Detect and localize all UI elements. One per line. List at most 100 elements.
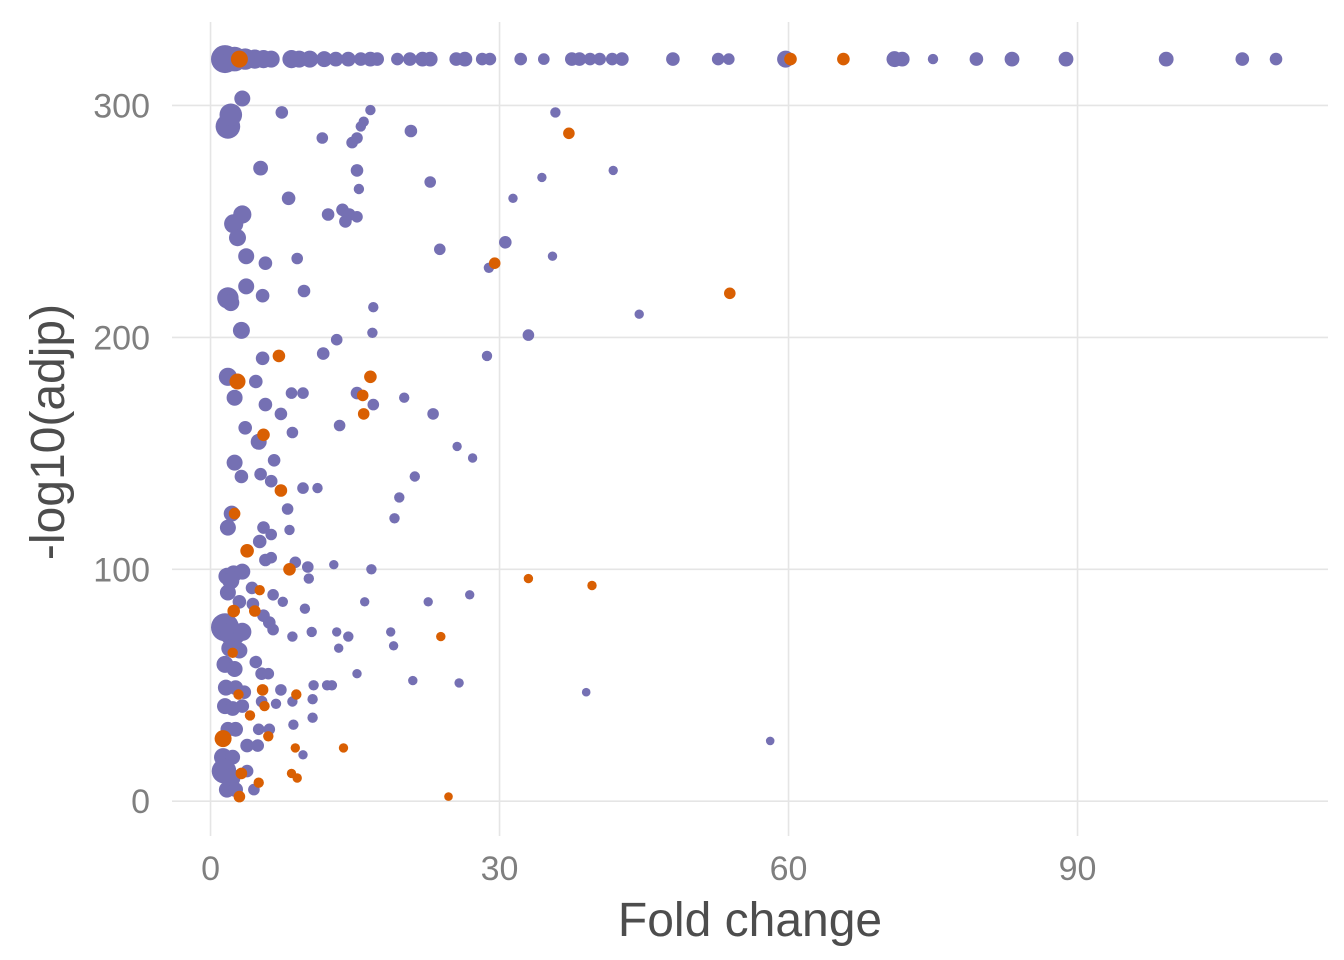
x-tick-label: 90: [1059, 850, 1097, 888]
point-group-a: [222, 294, 240, 312]
point-group-a: [332, 627, 342, 637]
grid-lines: [172, 22, 1328, 836]
point-group-a: [1158, 51, 1174, 67]
point-group-a: [234, 90, 251, 107]
point-group-a: [316, 132, 329, 144]
point-group-b: [240, 544, 254, 558]
point-group-b: [227, 647, 238, 658]
point-group-a: [424, 176, 437, 188]
point-group-a: [267, 454, 281, 467]
point-group-a: [302, 561, 314, 573]
point-group-a: [350, 164, 364, 177]
point-group-a: [351, 211, 363, 223]
point-group-a: [608, 165, 618, 176]
point-group-a: [297, 387, 309, 399]
point-group-b: [837, 52, 850, 66]
point-group-a: [351, 132, 363, 144]
point-group-a: [894, 51, 910, 67]
point-group-a: [267, 623, 279, 636]
point-group-b: [587, 580, 597, 591]
point-group-a: [219, 519, 236, 536]
point-group-a: [333, 419, 346, 432]
data-points: [211, 45, 1283, 803]
point-group-a: [252, 723, 265, 736]
point-group-a: [508, 193, 518, 203]
point-group-a: [226, 454, 243, 471]
point-group-a: [275, 684, 287, 696]
point-group-a: [352, 669, 362, 679]
point-group-a: [389, 513, 400, 524]
point-group-a: [605, 52, 619, 66]
y-tick-label: 100: [93, 551, 150, 589]
point-group-a: [522, 329, 535, 341]
point-group-a: [249, 374, 263, 389]
point-group-a: [265, 551, 278, 564]
point-group-a: [572, 52, 587, 66]
point-group-b: [274, 484, 288, 497]
point-group-b: [283, 563, 296, 576]
point-group-a: [368, 302, 379, 313]
point-group-a: [547, 251, 558, 261]
point-group-a: [219, 584, 236, 601]
point-group-a: [288, 719, 299, 730]
point-group-a: [634, 309, 644, 319]
point-group-a: [550, 107, 561, 118]
point-group-a: [312, 482, 323, 494]
point-group-a: [537, 172, 547, 183]
point-group-a: [233, 205, 252, 224]
point-group-a: [339, 215, 352, 228]
point-group-a: [251, 739, 264, 752]
point-group-b: [444, 792, 453, 801]
point-group-a: [399, 392, 410, 403]
point-group-a: [422, 51, 438, 67]
point-group-b: [724, 287, 736, 300]
point-group-a: [281, 503, 294, 515]
point-group-a: [303, 573, 314, 584]
point-group-b: [364, 370, 377, 384]
point-group-a: [262, 50, 280, 68]
point-group-a: [334, 643, 344, 653]
point-group-a: [666, 52, 680, 66]
point-group-a: [284, 524, 295, 536]
point-group-a: [388, 641, 399, 651]
point-group-b: [257, 428, 270, 442]
point-group-a: [366, 564, 377, 575]
point-group-a: [234, 563, 251, 580]
point-group-a: [483, 52, 497, 66]
point-group-a: [291, 252, 304, 265]
point-group-b: [563, 127, 575, 140]
point-group-b: [784, 52, 797, 66]
point-group-a: [240, 738, 254, 753]
point-group-a: [353, 183, 365, 195]
point-group-b: [356, 389, 369, 402]
point-group-a: [307, 694, 318, 705]
point-group-a: [969, 52, 984, 66]
point-group-a: [427, 408, 439, 420]
point-group-b: [272, 349, 286, 363]
point-group-b: [436, 631, 446, 642]
point-group-a: [297, 284, 311, 298]
point-group-a: [365, 104, 376, 116]
point-group-a: [593, 52, 606, 66]
point-group-a: [281, 191, 296, 206]
point-group-b: [229, 373, 246, 390]
point-group-b: [227, 604, 240, 618]
point-group-a: [499, 236, 512, 249]
point-group-a: [235, 699, 250, 713]
point-group-a: [307, 712, 318, 723]
point-group-a: [262, 667, 275, 680]
point-group-a: [238, 278, 255, 295]
point-group-a: [326, 680, 338, 691]
point-group-a: [258, 256, 273, 271]
point-group-b: [228, 507, 241, 520]
point-group-b: [253, 777, 264, 788]
point-group-a: [264, 474, 278, 488]
point-group-b: [291, 689, 302, 700]
point-group-a: [258, 397, 273, 412]
point-group-a: [306, 626, 317, 638]
point-group-a: [232, 321, 250, 339]
point-group-a: [423, 597, 433, 607]
point-group-a: [297, 482, 309, 494]
point-group-a: [257, 521, 270, 534]
point-group-a: [330, 333, 343, 346]
